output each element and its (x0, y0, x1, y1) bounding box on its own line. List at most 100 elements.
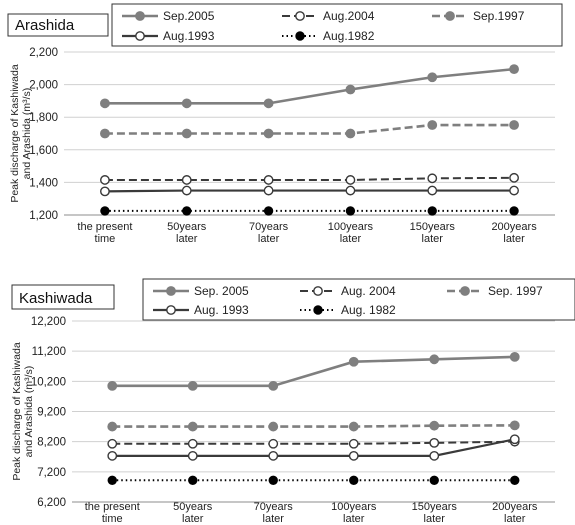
y-tick-label: 1,800 (29, 112, 58, 124)
data-point (428, 121, 436, 129)
data-point (430, 439, 438, 447)
y-tick-label: 7,200 (37, 467, 66, 479)
legend-swatch-marker (461, 287, 469, 295)
legend-swatch-marker (167, 287, 175, 295)
x-tick-line: 50years (173, 501, 213, 513)
data-point (189, 440, 197, 448)
legend: Sep.2005 Aug.2004 Sep.1997Aug.1993 Aug.1982 (112, 4, 562, 46)
data-point (430, 476, 438, 484)
data-point (108, 452, 116, 460)
series-4 (101, 186, 519, 195)
data-point (183, 186, 191, 194)
data-point (101, 99, 109, 107)
data-point (346, 186, 354, 194)
y-axis-label-line: and Arashida (m³/s) (21, 88, 33, 180)
chart-panel-1: 1,2001,4001,6001,8002,0002,200the presen… (8, 4, 562, 245)
x-tick-line: later (422, 233, 444, 245)
data-point (189, 382, 197, 390)
data-point (269, 452, 277, 460)
data-point (183, 176, 191, 184)
series-1 (108, 353, 519, 390)
legend-swatch-marker (296, 12, 304, 20)
data-point (511, 421, 519, 429)
x-tick-line: 200years (492, 501, 538, 513)
x-tick-line: 200years (491, 221, 537, 233)
x-tick-label: 200years later (491, 221, 537, 245)
data-point (510, 174, 518, 182)
series-line (105, 178, 514, 180)
y-tick-label: 10,200 (31, 376, 66, 388)
chart-title: Kashiwada (19, 290, 93, 307)
data-point (108, 422, 116, 430)
x-tick-label: 150years later (412, 501, 458, 525)
legend-label: Aug.1982 (323, 29, 375, 43)
x-tick-line: later (182, 513, 204, 525)
data-point (510, 121, 518, 129)
series-5 (101, 207, 518, 215)
data-point (346, 85, 354, 93)
series-1 (101, 65, 519, 108)
data-point (264, 129, 272, 137)
data-point (510, 207, 518, 215)
data-point (350, 358, 358, 366)
data-point (108, 440, 116, 448)
legend-label: Aug. 1982 (341, 303, 396, 317)
data-point (269, 422, 277, 430)
y-axis-label-line: Peak discharge of Kashiwada (9, 64, 21, 202)
y-tick-label: 2,200 (29, 47, 58, 59)
data-point (350, 440, 358, 448)
x-tick-line: later (176, 233, 198, 245)
x-tick-line: 50years (167, 221, 207, 233)
legend: Sep. 2005 Aug. 2004 Sep. 1997 Aug. 1993 Aug.… (143, 279, 575, 320)
data-point (511, 353, 519, 361)
legend-label: Aug. 2004 (341, 284, 396, 298)
data-point (269, 440, 277, 448)
x-tick-line: the present (77, 221, 132, 233)
data-point (346, 207, 354, 215)
y-tick-label: 9,200 (37, 407, 66, 419)
chart-title: Arashida (15, 17, 75, 34)
series-3 (108, 421, 519, 431)
data-point (511, 435, 519, 443)
x-tick-label: 70years later (254, 501, 294, 525)
y-tick-label: 2,000 (29, 80, 58, 92)
legend-label: Aug. 1993 (194, 303, 249, 317)
data-point (510, 186, 518, 194)
data-point (264, 186, 272, 194)
x-tick-line: later (263, 513, 285, 525)
data-point (350, 476, 358, 484)
x-tick-label: 100years later (331, 501, 377, 525)
y-tick-label: 1,200 (29, 210, 58, 222)
data-point (101, 176, 109, 184)
x-tick-label: 100years later (328, 221, 374, 245)
data-point (269, 382, 277, 390)
data-point (346, 129, 354, 137)
data-point (430, 355, 438, 363)
legend-label: Sep. 1997 (488, 284, 543, 298)
data-point (428, 186, 436, 194)
data-point (189, 422, 197, 430)
y-tick-label: 11,200 (32, 346, 66, 358)
data-point (189, 476, 197, 484)
data-point (189, 452, 197, 460)
x-tick-label: the present time (77, 221, 132, 245)
data-point (101, 129, 109, 137)
y-axis-label-line: Peak discharge of Kashiwada (11, 342, 23, 480)
y-tick-label: 1,600 (29, 145, 58, 157)
x-tick-label: 50years later (167, 221, 207, 245)
x-tick-label: 200years later (492, 501, 538, 525)
x-tick-line: later (258, 233, 280, 245)
data-point (511, 476, 519, 484)
chart-panel-2: 6,2007,2008,2009,20010,20011,20012,200th… (11, 279, 575, 525)
legend-swatch-marker (296, 32, 304, 40)
series-line (105, 69, 514, 103)
x-tick-line: time (102, 513, 123, 525)
data-point (183, 99, 191, 107)
x-tick-line: 150years (412, 501, 458, 513)
x-tick-line: 100years (331, 501, 377, 513)
series-line (112, 425, 515, 426)
legend-swatch-marker (136, 32, 144, 40)
data-point (350, 452, 358, 460)
y-tick-label: 8,200 (37, 437, 66, 449)
